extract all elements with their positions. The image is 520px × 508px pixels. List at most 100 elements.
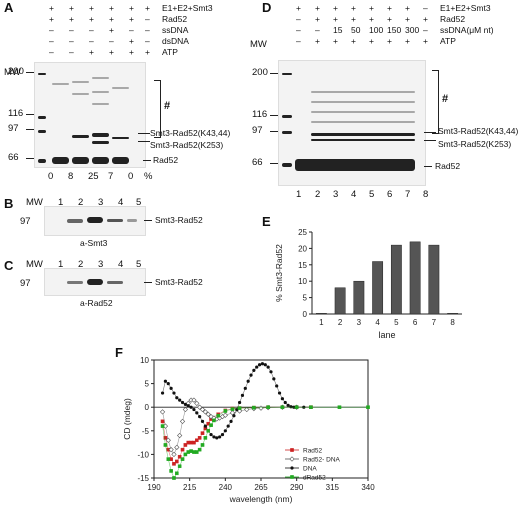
f-point xyxy=(197,447,202,452)
panel-d-lane-number: 5 xyxy=(369,189,375,200)
f-point xyxy=(178,398,182,402)
panel-d-header-mark: + xyxy=(423,36,428,46)
e-x-tick-label: 7 xyxy=(432,318,437,327)
panel-a-header-mark: + xyxy=(49,3,54,13)
f-point xyxy=(168,447,174,453)
panel-d-header-mark: – xyxy=(296,36,301,46)
panel-d-header-mark: + xyxy=(369,14,374,24)
f-point xyxy=(171,451,177,458)
f-point xyxy=(200,443,205,447)
panel-b-blot xyxy=(44,206,146,236)
panel-d-marker-tick xyxy=(270,115,278,116)
f-point xyxy=(366,405,370,409)
f-series-line xyxy=(162,363,311,439)
f-point xyxy=(237,406,242,410)
f-point xyxy=(166,457,171,461)
f-point xyxy=(194,450,199,454)
f-point xyxy=(266,405,270,409)
panel-d-marker: 200 xyxy=(252,67,268,78)
f-legend-label: Rad52 xyxy=(303,448,323,455)
f-point xyxy=(177,464,182,468)
f-point xyxy=(290,475,294,479)
panel-b-lane-number: 2 xyxy=(78,197,84,208)
f-point xyxy=(175,396,179,400)
panel-d-header-mark: + xyxy=(387,36,392,46)
panel-d-header-mark: + xyxy=(351,36,356,46)
panel-a-marker: 200 xyxy=(8,66,24,77)
f-x-tick-label: 265 xyxy=(254,483,268,492)
panel-b-antibody: a-Smt3 xyxy=(80,238,108,248)
panel-a-header-mark: – xyxy=(89,36,94,46)
panel-d-header-mark: + xyxy=(315,14,320,24)
f-point xyxy=(172,462,176,466)
f-point xyxy=(166,382,170,386)
panel-a-header-mark: + xyxy=(89,47,94,57)
e-x-tick-label: 2 xyxy=(338,318,343,327)
f-point xyxy=(197,436,202,440)
f-x-label: wavelength (nm) xyxy=(229,494,293,504)
panel-a-header-mark: – xyxy=(145,25,150,35)
f-series-dna xyxy=(160,362,313,440)
panel-a-lane-value: % xyxy=(144,171,153,182)
e-x-tick-label: 5 xyxy=(394,318,399,327)
panel-a-gel xyxy=(34,62,146,168)
panel-f-letter: F xyxy=(115,345,123,360)
panel-c-mw-label: MW xyxy=(26,259,43,270)
panel-a-header-mark: – xyxy=(69,36,74,46)
panel-d-header-mark: + xyxy=(387,3,392,13)
panel-c-lane-number: 3 xyxy=(98,259,104,270)
f-point xyxy=(179,418,186,424)
f-point xyxy=(272,377,276,381)
panel-a-label-k253: Smt3-Rad52(K253) xyxy=(150,140,224,150)
panel-d-header-mark: + xyxy=(387,14,392,24)
f-point xyxy=(160,424,165,428)
panel-b-lane-number: 4 xyxy=(118,197,124,208)
f-point xyxy=(180,457,185,461)
e-x-tick-label: 6 xyxy=(413,318,418,327)
f-x-tick-label: 340 xyxy=(361,483,375,492)
f-point xyxy=(205,411,211,417)
panel-a-marker: 116 xyxy=(8,108,24,119)
f-point xyxy=(246,379,250,383)
panel-a-header-label: ssDNA xyxy=(162,25,189,35)
f-point xyxy=(198,415,202,419)
panel-d-header-mark: + xyxy=(333,36,338,46)
panel-a-mw-label: MW xyxy=(4,67,21,78)
f-point xyxy=(289,405,293,409)
panel-a-marker: 97 xyxy=(8,123,19,134)
f-point xyxy=(243,386,247,390)
f-point xyxy=(226,424,230,428)
panel-d-header-mark: + xyxy=(333,3,338,13)
panel-d-header-mark: + xyxy=(405,3,410,13)
f-x-tick-label: 215 xyxy=(183,483,197,492)
f-point xyxy=(260,362,265,366)
f-point xyxy=(230,407,235,411)
f-legend-label: dRad52 xyxy=(303,475,326,482)
f-point xyxy=(175,471,179,476)
panel-a-lane-value: 8 xyxy=(68,171,74,182)
panel-a-header-label: ATP xyxy=(162,47,178,57)
panel-d-bracket xyxy=(432,70,439,134)
panel-a-header-mark: – xyxy=(49,36,54,46)
panel-d-label-k4344: Smt3-Rad52(K43,44) xyxy=(438,126,519,136)
f-point xyxy=(238,400,242,405)
panel-d-header-mark: + xyxy=(369,36,374,46)
panel-a-header-mark: – xyxy=(109,36,114,46)
panel-d-header-mark: + xyxy=(369,3,374,13)
panel-a-header-mark: – xyxy=(69,25,74,35)
e-y-tick-label: 15 xyxy=(298,261,307,270)
panel-d-lane-number: 6 xyxy=(387,189,393,200)
f-point xyxy=(180,447,185,452)
panel-c-letter: C xyxy=(4,258,14,273)
panel-d-header-label: ATP xyxy=(440,36,456,46)
panel-a-header-mark: + xyxy=(129,47,134,57)
panel-a-header-mark: + xyxy=(129,3,134,13)
f-point xyxy=(309,405,313,409)
panel-d-header-mark: – xyxy=(296,14,301,24)
f-point xyxy=(189,405,193,409)
panel-a-marker-tick xyxy=(26,114,34,115)
panel-a-header-mark: – xyxy=(49,25,54,35)
panel-d-header-mark: – xyxy=(423,25,428,35)
f-point xyxy=(252,405,256,410)
e-x-label: lane xyxy=(378,330,395,340)
